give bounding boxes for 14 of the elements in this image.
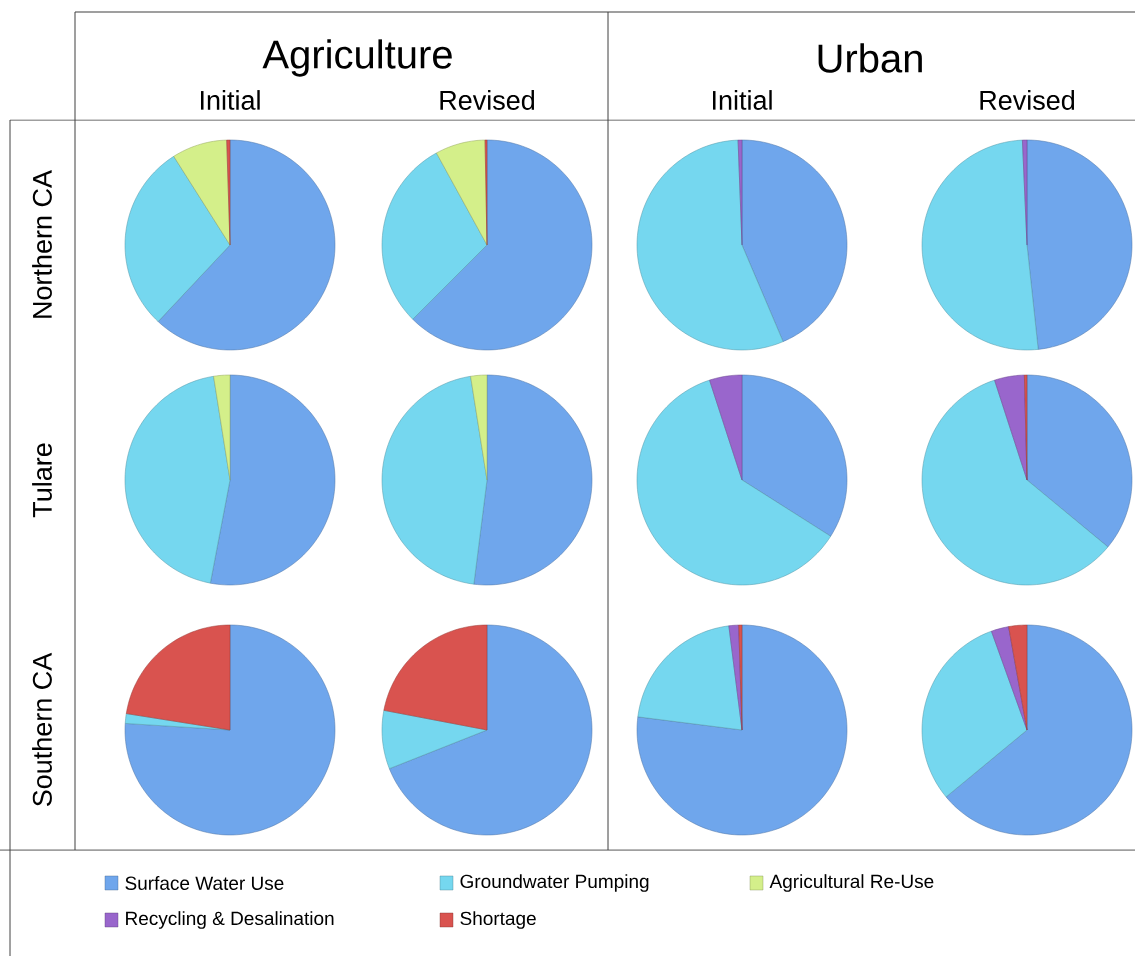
- legend-label: Groundwater Pumping: [460, 874, 649, 892]
- chart-title: Initial: [712, 90, 772, 110]
- text: Southern CA: [32, 652, 52, 807]
- text: Agriculture: [262, 39, 452, 77]
- legend-label: Surface Water Use: [125, 876, 284, 890]
- text: Tulare: [32, 443, 52, 518]
- legend-label: Recycling & Desalination: [126, 911, 334, 929]
- chart-title: Initial: [200, 90, 260, 110]
- text: Northern CA: [32, 170, 52, 318]
- legend-label: Agricultural Re-Use: [769, 874, 934, 892]
- chart-title: Revised: [440, 90, 535, 110]
- chart-title: Revised: [980, 90, 1075, 110]
- legend-label: Shortage: [460, 911, 536, 929]
- text: Urban: [818, 43, 922, 73]
